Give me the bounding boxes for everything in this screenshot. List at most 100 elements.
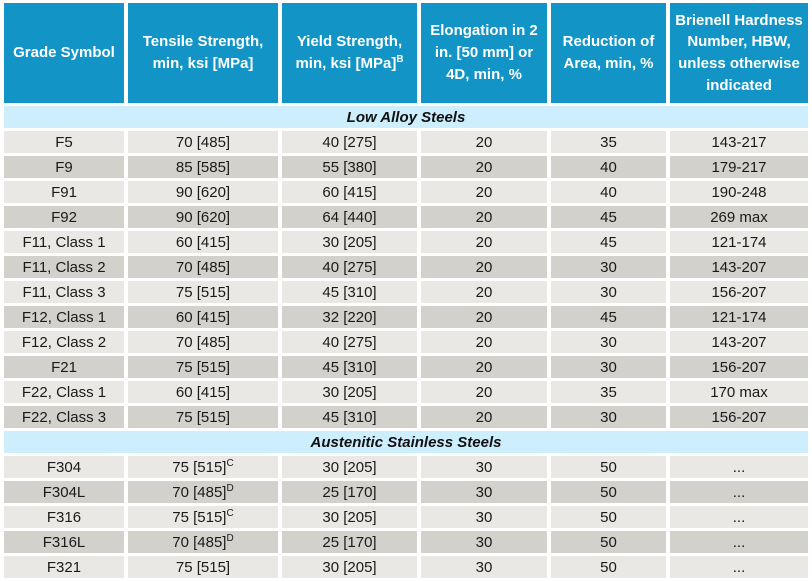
hardness-value: ...	[732, 458, 746, 476]
cell-elongation: 30	[421, 481, 547, 503]
cell-elongation: 30	[421, 531, 547, 553]
reduction-value: 35	[600, 133, 617, 151]
hardness-value: 143-217	[711, 133, 767, 151]
yield-value: 25 [170]	[322, 533, 377, 551]
cell-grade: F11, Class 1	[4, 231, 124, 253]
yield-value: 30 [205]	[322, 558, 377, 576]
cell-grade: F5	[4, 131, 124, 153]
hardness-value: 121-174	[711, 308, 767, 326]
cell-tensile: 75 [515]	[128, 556, 278, 578]
cell-tensile: 60 [415]	[128, 381, 278, 403]
reduction-value: 50	[600, 533, 617, 551]
cell-tensile: 60 [415]	[128, 306, 278, 328]
cell-hardness: 143-207	[670, 331, 808, 353]
cell-hardness: ...	[670, 531, 808, 553]
yield-value: 45 [310]	[322, 358, 377, 376]
cell-tensile: 70 [485]D	[128, 481, 278, 503]
col-header-label: Elongation in 2 in. [50 mm] or 4D, min, …	[430, 22, 538, 83]
col-header-label: Tensile Strength, min, ksi [MPa]	[142, 33, 264, 72]
reduction-value: 45	[600, 208, 617, 226]
cell-yield: 55 [380]	[282, 156, 417, 178]
cell-reduction: 45	[551, 231, 666, 253]
grade-value: F11, Class 2	[22, 258, 106, 276]
cell-elongation: 20	[421, 306, 547, 328]
cell-grade: F11, Class 2	[4, 256, 124, 278]
table-row: F11, Class 2 70 [485] 40 [275] 20 30 143-207	[4, 256, 808, 278]
cell-grade: F321	[4, 556, 124, 578]
cell-elongation: 20	[421, 156, 547, 178]
tensile-value: 75 [515]	[172, 458, 227, 476]
cell-hardness: 143-207	[670, 256, 808, 278]
reduction-value: 40	[600, 158, 617, 176]
cell-reduction: 50	[551, 531, 666, 553]
cell-tensile: 90 [620]	[128, 181, 278, 203]
cell-reduction: 30	[551, 331, 666, 353]
hardness-value: 121-174	[711, 233, 767, 251]
cell-hardness: 170 max	[670, 381, 808, 403]
cell-hardness: ...	[670, 456, 808, 478]
hardness-value: 156-207	[711, 283, 767, 301]
table-body: Low Alloy Steels F5 70 [485] 40 [275] 20 35 14…	[4, 106, 808, 578]
grade-value: F304	[46, 458, 82, 476]
cell-hardness: 143-217	[670, 131, 808, 153]
col-header-grade-symbol: Grade Symbol	[4, 3, 124, 103]
yield-value: 25 [170]	[322, 483, 377, 501]
reduction-value: 35	[600, 383, 617, 401]
tensile-value: 90 [620]	[175, 183, 231, 201]
elongation-value: 20	[475, 383, 493, 401]
footnote-sup: C	[226, 507, 234, 519]
yield-value: 55 [380]	[322, 158, 377, 176]
cell-reduction: 35	[551, 131, 666, 153]
tensile-value: 60 [415]	[175, 233, 231, 251]
grade-value: F22, Class 1	[21, 383, 107, 401]
cell-yield: 45 [310]	[282, 281, 417, 303]
section-header-row: Austenitic Stainless Steels	[4, 431, 808, 453]
cell-yield: 30 [205]	[282, 381, 417, 403]
yield-value: 45 [310]	[322, 408, 377, 426]
reduction-value: 30	[600, 283, 617, 301]
tensile-value: 75 [515]	[175, 283, 231, 301]
cell-tensile: 75 [515]C	[128, 506, 278, 528]
table-row: F316 75 [515]C 30 [205] 30 50...	[4, 506, 808, 528]
tensile-value: 75 [515]	[175, 358, 231, 376]
cell-reduction: 30	[551, 356, 666, 378]
hardness-value: 156-207	[711, 358, 767, 376]
cell-grade: F316	[4, 506, 124, 528]
cell-reduction: 50	[551, 556, 666, 578]
hardness-value: ...	[732, 508, 746, 526]
cell-tensile: 75 [515]	[128, 356, 278, 378]
table-row: F21 75 [515] 45 [310] 20 30 156-207	[4, 356, 808, 378]
table-row: F91 90 [620] 60 [415] 20 40 190-248	[4, 181, 808, 203]
grade-value: F304L	[42, 483, 86, 501]
col-header-tensile-strength: Tensile Strength, min, ksi [MPa]	[128, 3, 278, 103]
cell-hardness: 156-207	[670, 406, 808, 428]
elongation-value: 20	[475, 258, 493, 276]
reduction-value: 40	[600, 183, 617, 201]
cell-grade: F304L	[4, 481, 124, 503]
cell-elongation: 20	[421, 406, 547, 428]
tensile-value: 60 [415]	[175, 308, 231, 326]
footnote-sup: D	[226, 482, 234, 494]
cell-reduction: 50	[551, 506, 666, 528]
yield-value: 40 [275]	[322, 333, 377, 351]
reduction-value: 30	[600, 258, 617, 276]
tensile-value: 85 [585]	[175, 158, 231, 176]
cell-tensile: 70 [485]	[128, 331, 278, 353]
cell-hardness: 269 max	[670, 206, 808, 228]
cell-grade: F316L	[4, 531, 124, 553]
cell-reduction: 40	[551, 181, 666, 203]
cell-hardness: ...	[670, 556, 808, 578]
cell-hardness: ...	[670, 481, 808, 503]
col-header-label: Yield Strength, min, ksi [MPa]	[295, 33, 403, 72]
col-header-brinell-hardness: Brienell Hardness Number, HBW, unless ot…	[670, 3, 808, 103]
grade-value: F12, Class 2	[21, 333, 107, 351]
tensile-value: 70 [485]	[175, 333, 231, 351]
table-row: F22, Class 1 60 [415] 30 [205] 20 35 170 max	[4, 381, 808, 403]
cell-elongation: 30	[421, 506, 547, 528]
cell-reduction: 50	[551, 481, 666, 503]
elongation-value: 20	[475, 183, 493, 201]
cell-tensile: 75 [515]C	[128, 456, 278, 478]
cell-reduction: 45	[551, 206, 666, 228]
elongation-value: 30	[475, 483, 493, 501]
